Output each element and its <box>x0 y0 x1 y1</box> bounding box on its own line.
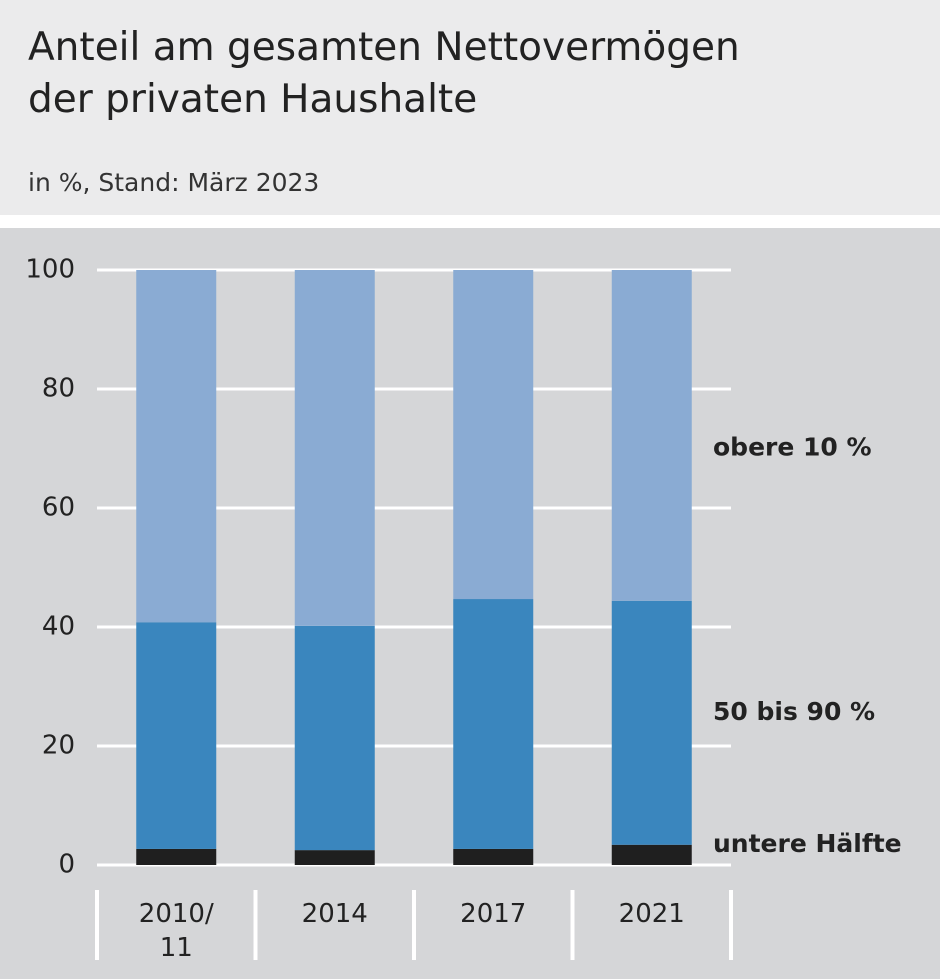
x-tick-label: 2010/ 11 <box>138 899 214 963</box>
bar-segment <box>294 270 375 626</box>
bar-segment <box>136 622 217 849</box>
series-label: 50 bis 90 % <box>713 697 875 726</box>
y-tick-label: 80 <box>42 374 75 404</box>
bar-segment <box>294 625 375 851</box>
chart-title: Anteil am gesamten Nettovermögen der pri… <box>28 25 740 122</box>
bar-segment <box>136 848 217 865</box>
bar-segment <box>294 850 375 865</box>
series-label: untere Hälfte <box>713 829 902 858</box>
x-tick-label: 2021 <box>618 899 685 929</box>
bar-segment <box>136 270 217 623</box>
bar-segment <box>453 270 534 600</box>
y-tick-label: 60 <box>42 493 75 523</box>
bar-segment <box>611 600 692 845</box>
y-tick-label: 20 <box>42 731 75 761</box>
header: Anteil am gesamten Nettovermögen der pri… <box>0 0 940 215</box>
chart-subtitle: in %, Stand: März 2023 <box>28 168 320 197</box>
series-label: obere 10 % <box>713 432 872 461</box>
y-tick-label: 40 <box>42 612 75 642</box>
x-tick-label: 2014 <box>301 899 368 929</box>
bar-segment <box>453 599 534 849</box>
y-tick-label: 100 <box>25 255 75 285</box>
x-tick-label: 2017 <box>460 899 527 929</box>
bar-segment <box>611 844 692 865</box>
bar-segment <box>453 848 534 865</box>
y-tick-label: 0 <box>58 850 75 880</box>
bar-segment <box>611 270 692 601</box>
